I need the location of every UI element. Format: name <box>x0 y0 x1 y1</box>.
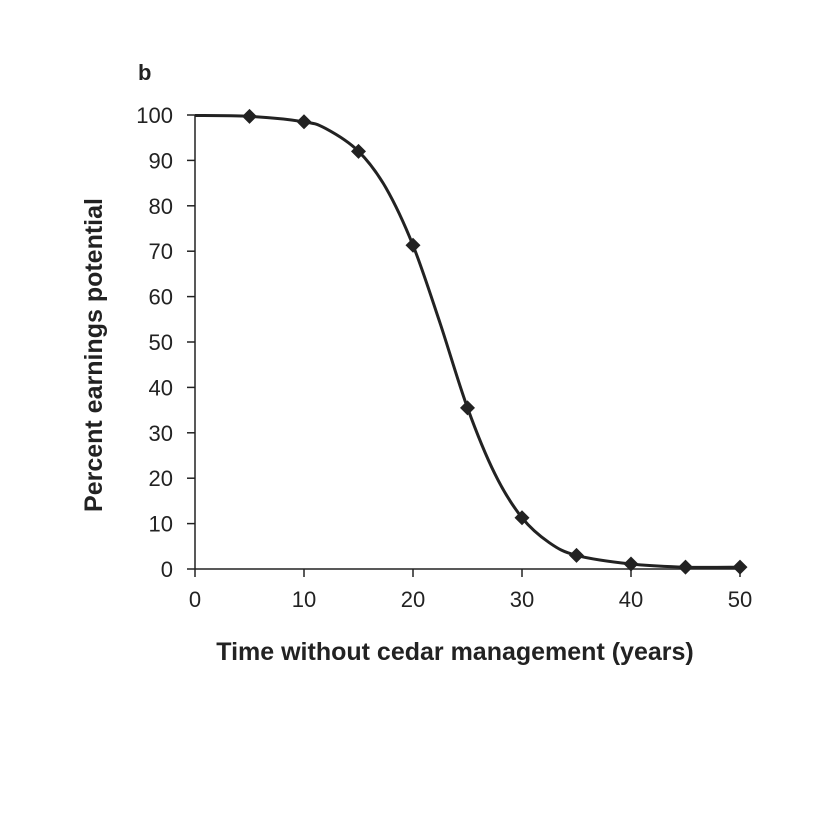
x-axis-title: Time without cedar management (years) <box>216 638 693 666</box>
y-tick-label: 50 <box>149 330 173 355</box>
data-point-marker <box>678 559 693 575</box>
x-tick-label: 30 <box>510 587 534 612</box>
axes <box>194 115 740 570</box>
data-point-marker <box>296 114 312 130</box>
y-tick-label: 10 <box>149 512 173 537</box>
y-axis-ticks: 0 10 20 30 40 50 60 70 80 90 100 <box>136 103 195 582</box>
x-axis-ticks: 0 10 20 30 40 50 <box>189 569 752 612</box>
data-point-marker <box>405 237 421 253</box>
series-curve <box>194 114 741 569</box>
y-tick-label: 80 <box>149 194 173 219</box>
y-tick-label: 0 <box>161 557 173 582</box>
y-tick-label: 40 <box>149 375 173 400</box>
x-tick-label: 50 <box>728 587 752 612</box>
x-tick-label: 40 <box>619 587 643 612</box>
series-points <box>242 108 748 575</box>
y-tick-label: 30 <box>149 421 173 446</box>
y-tick-label: 20 <box>149 466 173 491</box>
data-point-marker <box>460 400 475 416</box>
y-axis-title: Percent earnings potential <box>80 198 108 512</box>
x-tick-label: 10 <box>292 587 316 612</box>
x-tick-label: 20 <box>401 587 425 612</box>
data-point-marker <box>623 556 639 572</box>
data-point-marker <box>514 510 530 526</box>
x-tick-label: 0 <box>189 587 201 612</box>
y-tick-label: 90 <box>149 148 173 173</box>
y-tick-label: 70 <box>149 239 173 264</box>
y-tick-label: 100 <box>136 103 173 128</box>
data-point-marker <box>732 559 748 575</box>
y-tick-label: 60 <box>149 285 173 310</box>
panel-label: b <box>138 60 151 85</box>
data-point-marker <box>351 143 366 159</box>
data-point-marker <box>569 547 584 563</box>
data-point-marker <box>242 108 257 124</box>
